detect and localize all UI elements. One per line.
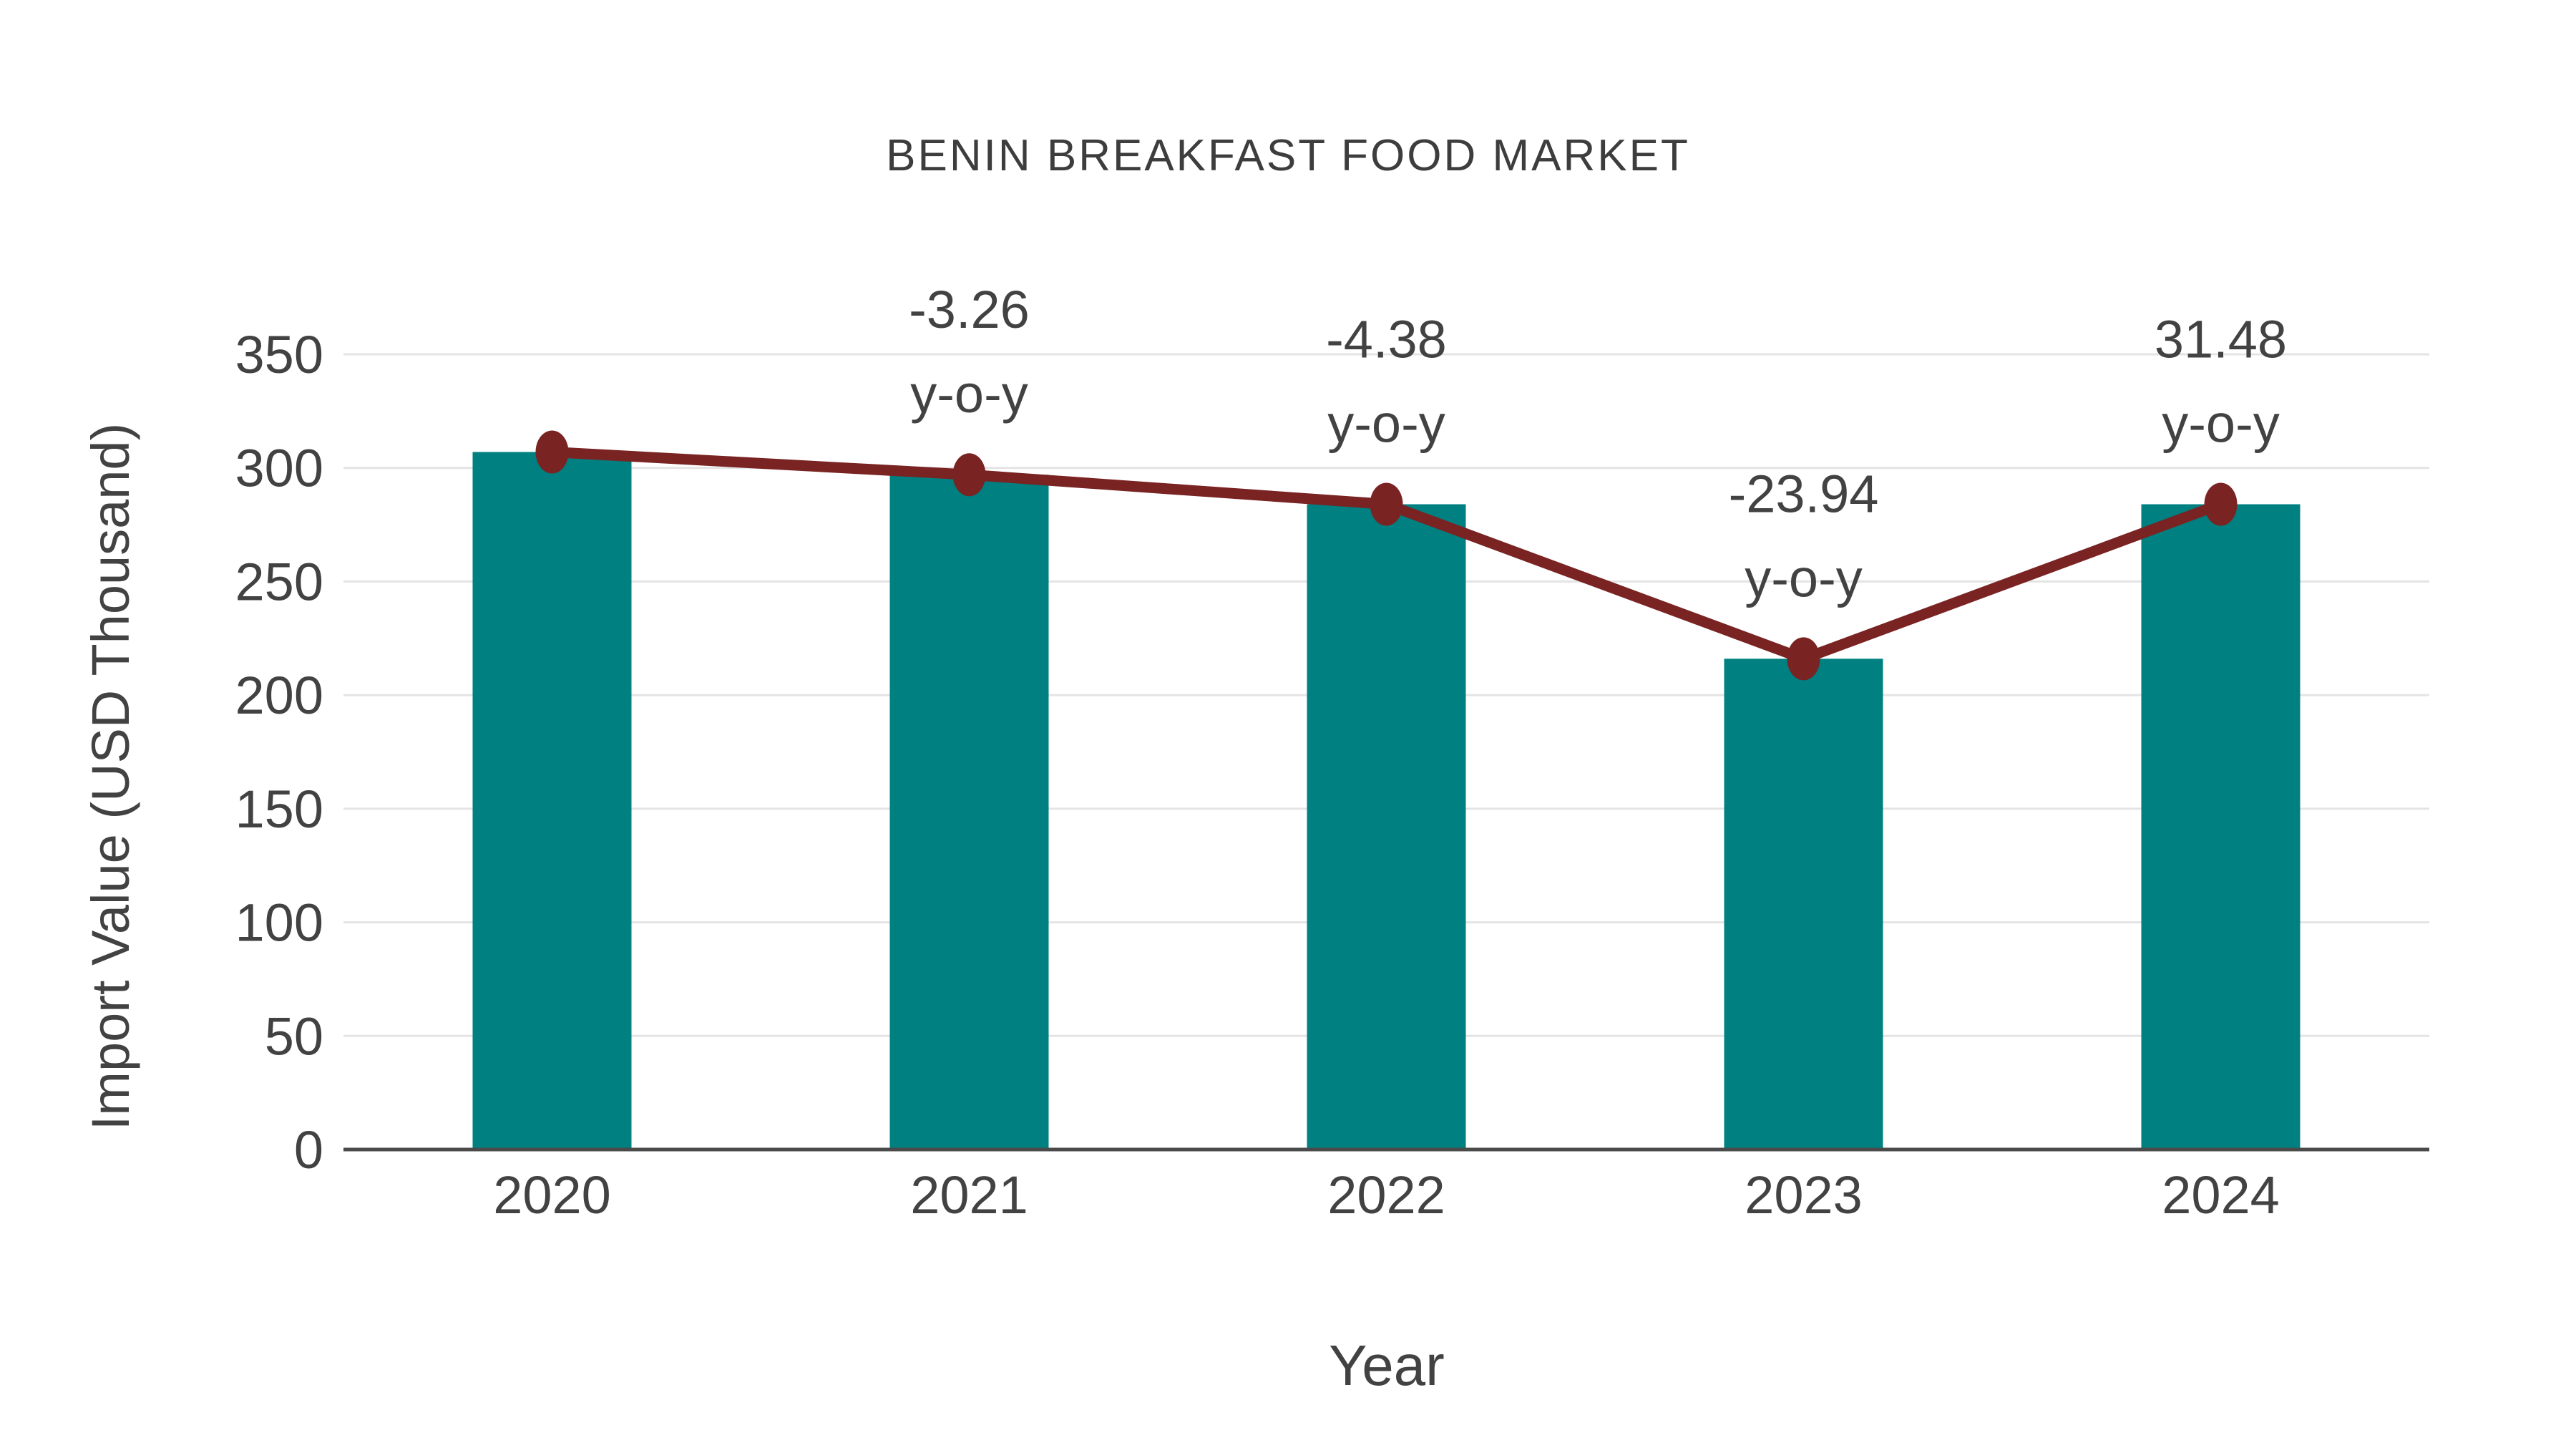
annotation-2022-unit: y-o-y: [1327, 394, 1445, 454]
marker-2023: [1787, 637, 1820, 681]
marker-2021: [952, 453, 986, 497]
y-tick-label-50: 50: [265, 1006, 323, 1066]
y-axis-title: Import Value (USD Thousand): [81, 423, 140, 1131]
annotation-2024-unit: y-o-y: [2162, 394, 2279, 454]
annotation-2021-value: -3.26: [909, 280, 1030, 339]
annotation-2021-unit: y-o-y: [910, 364, 1028, 424]
annotations-layer: -3.26 y-o-y -4.38 y-o-y -23.94 y-o-y 31.48 y-o-…: [909, 280, 2287, 608]
x-tick-label-2024: 2024: [2162, 1165, 2280, 1225]
y-tick-label-350: 350: [235, 325, 323, 384]
x-tick-label-2021: 2021: [910, 1165, 1028, 1225]
y-tick-label-0: 0: [294, 1120, 323, 1180]
bar-series-layer: [472, 452, 2301, 1150]
bar-2020: [472, 452, 632, 1150]
marker-2022: [1370, 482, 1403, 526]
bar-2022: [1307, 504, 1466, 1150]
annotation-2024-value: 31.48: [2155, 310, 2287, 369]
y-tick-label-250: 250: [235, 552, 323, 611]
annotation-2023-value: -23.94: [1729, 464, 1879, 523]
y-tick-label-200: 200: [235, 666, 323, 725]
annotation-2023-unit: y-o-y: [1745, 548, 1862, 608]
bar-2021: [889, 475, 1049, 1150]
x-tick-label-2020: 2020: [493, 1165, 611, 1225]
x-axis-title: Year: [1329, 1333, 1445, 1397]
y-tick-label-150: 150: [235, 779, 323, 839]
x-tick-label-2023: 2023: [1745, 1165, 1863, 1225]
marker-2024: [2204, 482, 2238, 526]
tick-labels-layer: 0 50 100 150 200 250 300 350 2020 2021 2022 2023 202…: [235, 325, 2280, 1225]
annotation-2022-value: -4.38: [1326, 310, 1447, 369]
chart-title: BENIN BREAKFAST FOOD MARKET: [886, 131, 1690, 180]
y-tick-label-100: 100: [235, 893, 323, 953]
bar-2024: [2141, 504, 2301, 1150]
marker-2020: [535, 430, 569, 474]
x-tick-label-2022: 2022: [1327, 1165, 1445, 1225]
bar-2023: [1724, 659, 1883, 1150]
y-tick-label-300: 300: [235, 439, 323, 498]
line-series-layer: [535, 430, 2238, 681]
